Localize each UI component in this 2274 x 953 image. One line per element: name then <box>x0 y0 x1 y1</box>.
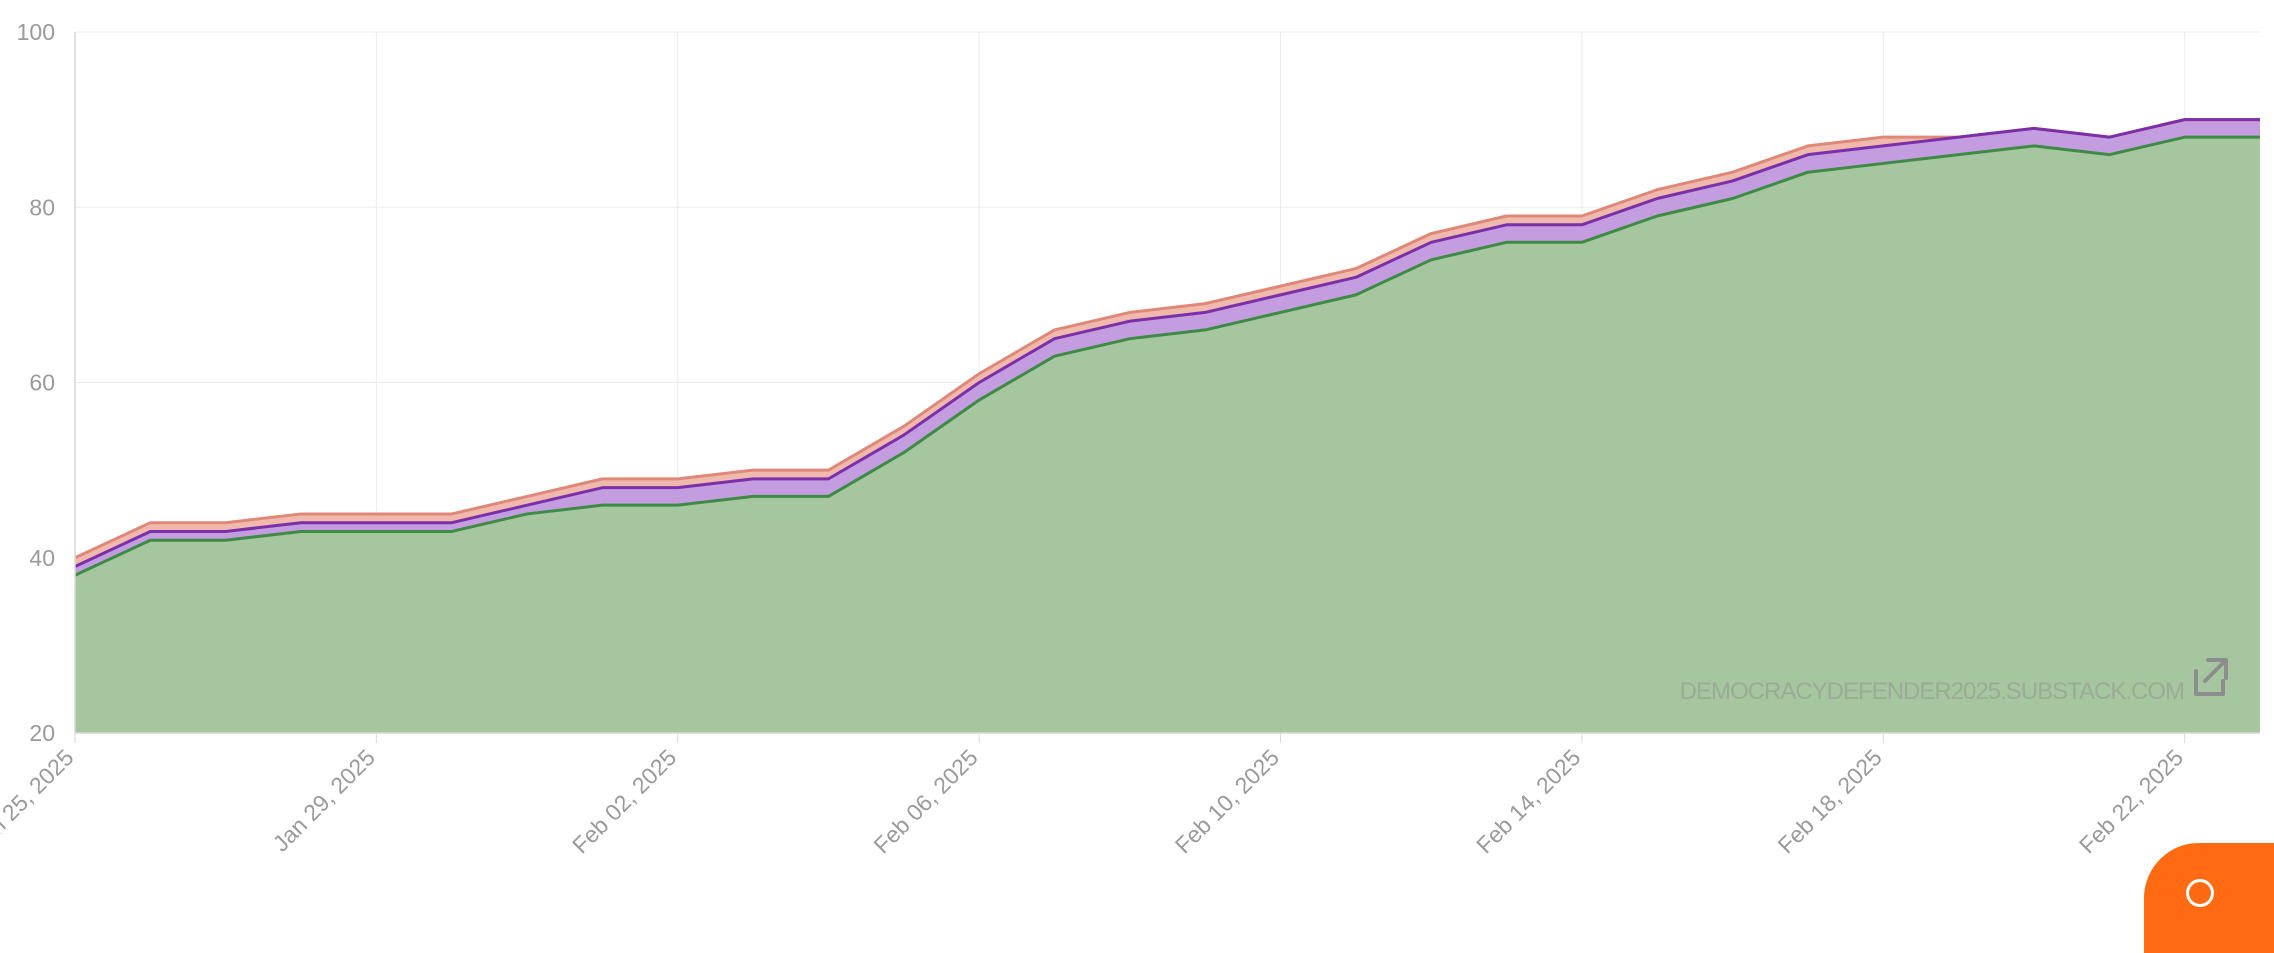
x-tick-label: Feb 22, 2025 <box>2074 744 2188 858</box>
y-tick-label: 40 <box>29 545 55 571</box>
series-line-3 <box>74 118 2260 560</box>
floating-action-button[interactable] <box>2144 843 2274 953</box>
x-tick-label: Feb 10, 2025 <box>1170 744 1284 858</box>
series-lines <box>74 118 2260 577</box>
x-tick-label: Jan 29, 2025 <box>267 744 379 856</box>
y-tick-label: 100 <box>17 19 55 45</box>
watermark[interactable]: DEMOCRACYDEFENDER2025.SUBSTACK.COM <box>1680 658 2228 705</box>
circle-icon <box>2186 879 2214 907</box>
series-areas <box>75 119 2260 733</box>
series-area-1 <box>75 137 2260 733</box>
external-link-icon[interactable] <box>2194 658 2228 696</box>
x-tick-label: Feb 14, 2025 <box>1471 744 1585 858</box>
x-tick-label: Feb 02, 2025 <box>567 744 681 858</box>
y-tick-label: 80 <box>29 194 55 220</box>
series-line-1 <box>74 135 2260 577</box>
axes <box>74 32 2260 743</box>
series-area-3 <box>75 119 2260 567</box>
y-tick-labels: 20 40 60 80 100 <box>17 19 55 746</box>
series-line-2 <box>74 118 2260 568</box>
x-tick-label: Feb 06, 2025 <box>868 744 982 858</box>
x-tick-label: Feb 18, 2025 <box>1773 744 1887 858</box>
y-tick-label: 20 <box>29 720 55 746</box>
watermark-text: DEMOCRACYDEFENDER2025.SUBSTACK.COM <box>1680 678 2184 705</box>
stacked-area-chart: 20 40 60 80 100 Jan 25, 2025 Jan 29, 2025 Feb … <box>0 19 2260 858</box>
x-tick-label: Jan 25, 2025 <box>0 744 79 856</box>
x-tick-labels: Jan 25, 2025 Jan 29, 2025 Feb 02, 2025 Feb … <box>0 744 2188 858</box>
y-tick-label: 60 <box>29 370 55 396</box>
series-area-2 <box>75 119 2260 576</box>
